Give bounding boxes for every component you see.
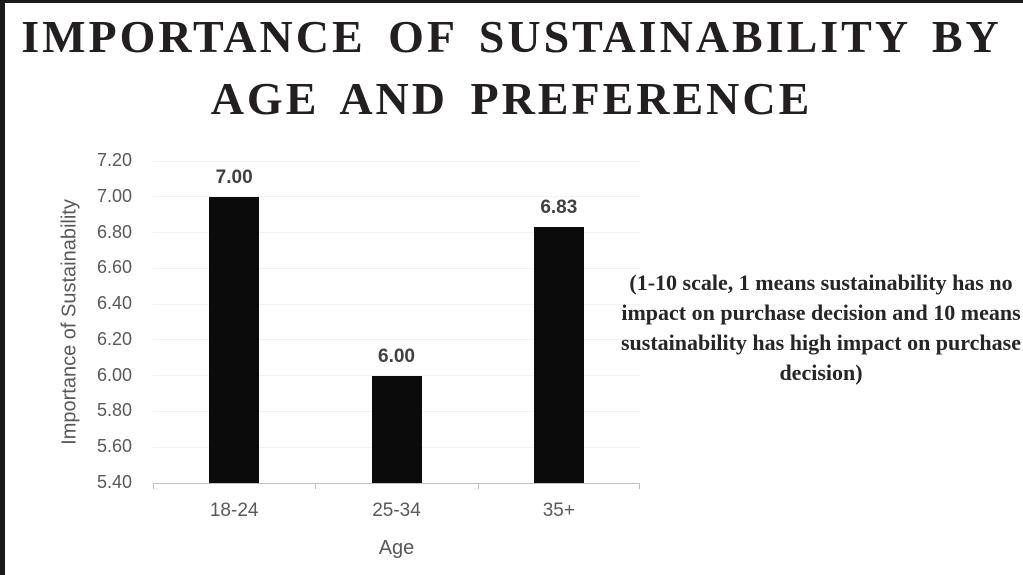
y-axis-tick-labels: 5.40 5.60 5.80 6.00 6.20 6.40 6.60 6.80 7.00 7.20 [0, 0, 132, 575]
scale-annotation: (1-10 scale, 1 means sustainability has … [621, 270, 1021, 385]
y-tick-label-6.00: 6.00 [96, 364, 132, 385]
plot-area: 7.00 6.00 6.83 [153, 160, 640, 489]
gridline-6.80 [153, 232, 640, 234]
gridline-6.20 [153, 339, 640, 341]
chart-title-line-1: IMPORTANCE OF SUSTAINABILITY BY [21, 11, 1002, 62]
x-axis-boundary-tick [153, 484, 154, 489]
frame-left-border [0, 0, 5, 575]
bar-value-label-35+: 6.83 [540, 197, 578, 219]
x-axis-boundary-tick [315, 484, 317, 489]
x-category-label-25-34: 25-34 [372, 500, 421, 521]
x-axis-category-labels: 18-24 25-34 35+ [153, 500, 640, 526]
x-category-label-18-24: 18-24 [209, 500, 259, 521]
bar-25-34 [371, 375, 422, 483]
x-axis-boundary-tick [639, 484, 640, 489]
y-tick-label-6.40: 6.40 [96, 293, 132, 314]
y-tick-label-6.60: 6.60 [96, 257, 132, 278]
y-tick-label-7.20: 7.20 [96, 150, 132, 170]
gridline-7.00 [153, 196, 640, 198]
bar-18-24 [209, 196, 260, 483]
gridline-6.40 [153, 303, 640, 305]
y-tick-label-6.20: 6.20 [96, 328, 132, 349]
x-axis-title: Age [378, 537, 415, 559]
frame-top-border [0, 0, 1023, 3]
gridline-6.60 [153, 267, 640, 269]
y-tick-label-5.40: 5.40 [96, 472, 132, 492]
bar-value-label-25-34: 6.00 [378, 345, 415, 367]
bar-value-label-18-24: 7.00 [215, 166, 253, 188]
chart-title: IMPORTANCE OF SUSTAINABILITY BY AGE AND … [10, 6, 1013, 130]
gridline-7.20 [153, 160, 640, 162]
x-axis-boundary-tick [477, 484, 479, 489]
chart-title-line-2: AGE AND PREFERENCE [210, 73, 813, 124]
y-tick-label-6.80: 6.80 [96, 221, 132, 242]
y-tick-label-5.80: 5.80 [96, 400, 132, 421]
y-tick-label-7.00: 7.00 [96, 185, 132, 206]
bar-35+ [533, 227, 584, 483]
x-category-label-35+: 35+ [542, 500, 575, 521]
y-tick-label-5.60: 5.60 [96, 436, 132, 457]
